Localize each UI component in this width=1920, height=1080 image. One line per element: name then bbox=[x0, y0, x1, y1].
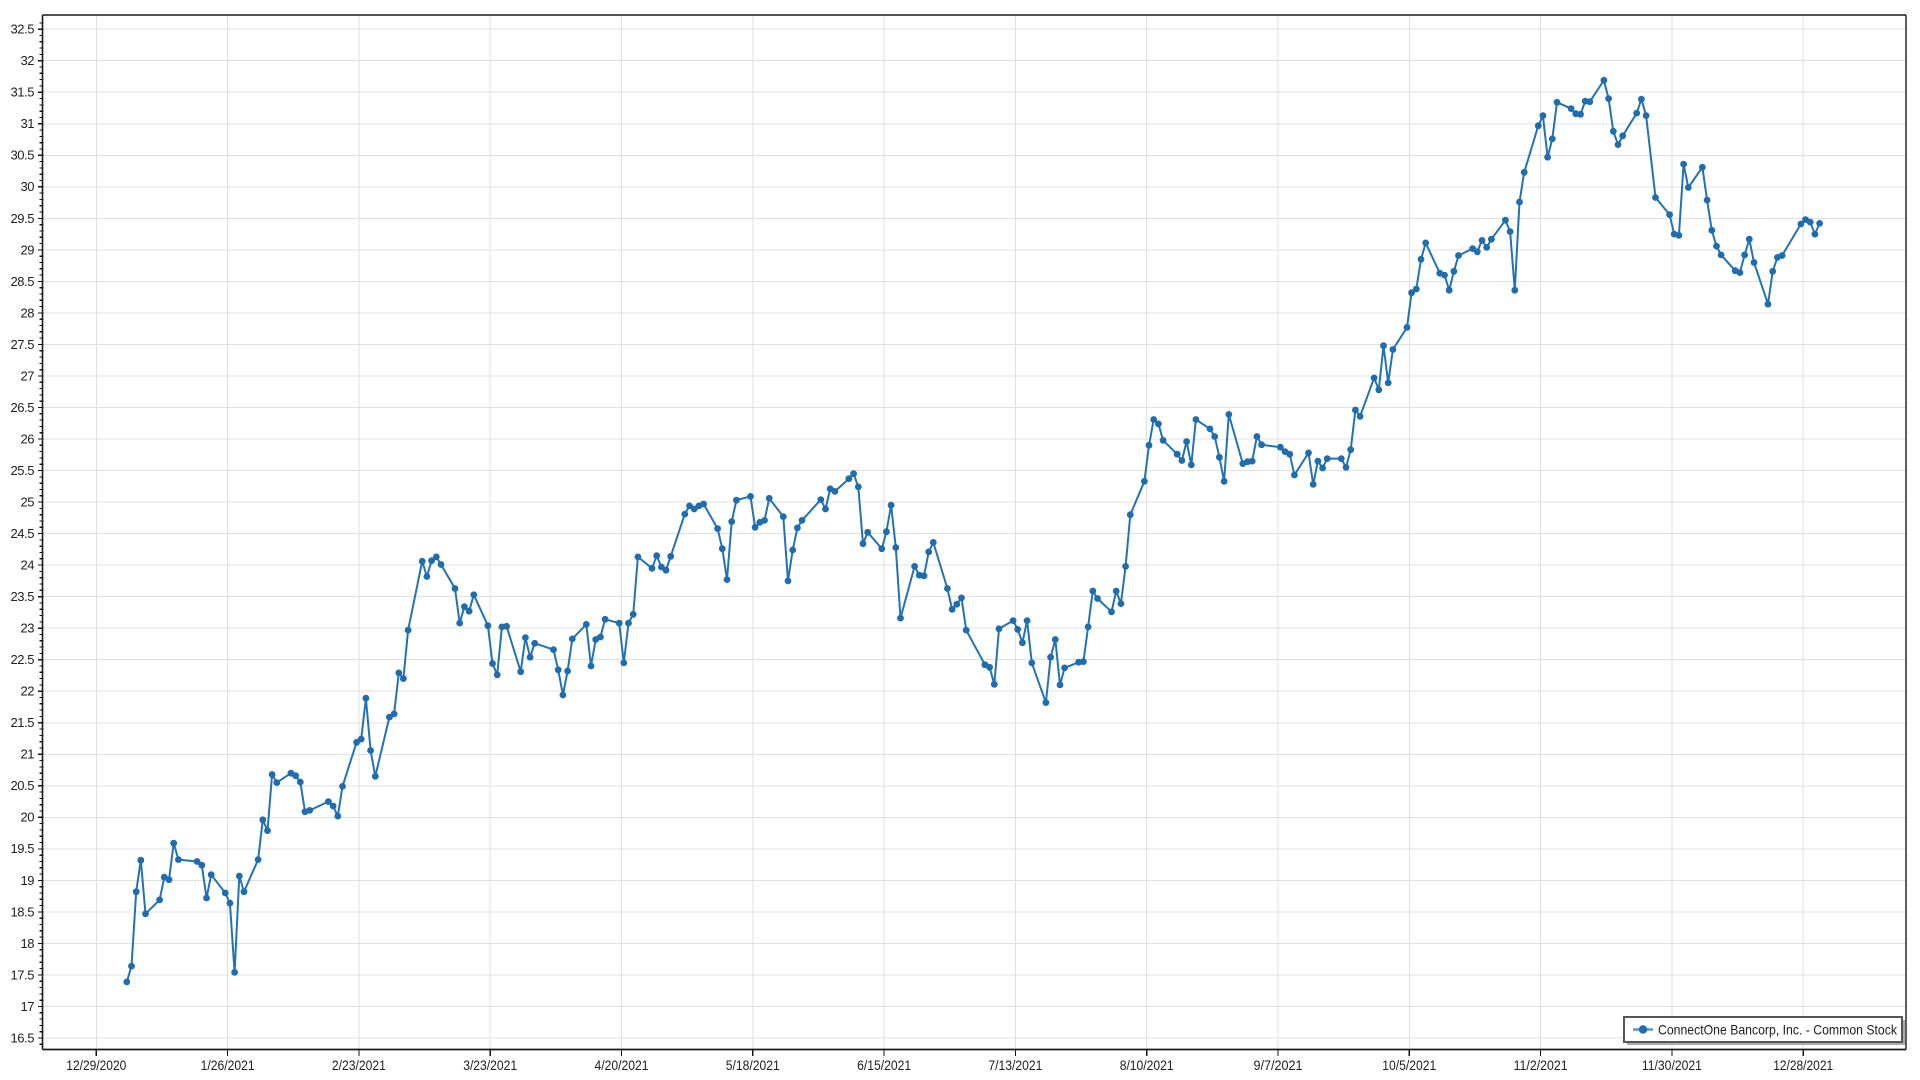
svg-text:5/18/2021: 5/18/2021 bbox=[726, 1057, 780, 1073]
svg-text:32.5: 32.5 bbox=[10, 22, 34, 37]
svg-text:24: 24 bbox=[20, 558, 34, 573]
svg-text:20.5: 20.5 bbox=[10, 778, 34, 793]
svg-text:12/29/2020: 12/29/2020 bbox=[66, 1057, 126, 1073]
svg-text:31: 31 bbox=[20, 116, 34, 131]
svg-text:24.5: 24.5 bbox=[10, 526, 34, 541]
svg-text:23.5: 23.5 bbox=[10, 589, 34, 604]
svg-text:ConnectOne Bancorp, Inc. - Com: ConnectOne Bancorp, Inc. - Common Stock bbox=[1658, 1022, 1898, 1038]
svg-text:11/2/2021: 11/2/2021 bbox=[1514, 1057, 1568, 1073]
svg-text:20: 20 bbox=[20, 810, 34, 825]
svg-text:27: 27 bbox=[20, 368, 34, 383]
svg-text:17: 17 bbox=[20, 999, 34, 1014]
svg-text:30: 30 bbox=[20, 179, 34, 194]
svg-text:25.5: 25.5 bbox=[10, 463, 34, 478]
svg-text:8/10/2021: 8/10/2021 bbox=[1120, 1057, 1174, 1073]
svg-text:21.5: 21.5 bbox=[10, 715, 34, 730]
svg-text:12/28/2021: 12/28/2021 bbox=[1773, 1057, 1833, 1073]
svg-text:18: 18 bbox=[20, 936, 34, 951]
svg-text:27.5: 27.5 bbox=[10, 337, 34, 352]
svg-text:29: 29 bbox=[20, 242, 34, 257]
svg-text:19.5: 19.5 bbox=[10, 841, 34, 856]
svg-text:21: 21 bbox=[20, 747, 34, 762]
svg-text:7/13/2021: 7/13/2021 bbox=[988, 1057, 1042, 1073]
svg-text:4/20/2021: 4/20/2021 bbox=[595, 1057, 649, 1073]
svg-text:11/30/2021: 11/30/2021 bbox=[1642, 1057, 1702, 1073]
svg-text:23: 23 bbox=[20, 621, 34, 636]
svg-text:30.5: 30.5 bbox=[10, 148, 34, 163]
svg-text:26.5: 26.5 bbox=[10, 400, 34, 415]
svg-text:32: 32 bbox=[20, 53, 34, 68]
svg-text:1/26/2021: 1/26/2021 bbox=[201, 1057, 255, 1073]
svg-text:28: 28 bbox=[20, 305, 34, 320]
svg-text:28.5: 28.5 bbox=[10, 274, 34, 289]
svg-text:25: 25 bbox=[20, 495, 34, 510]
svg-text:18.5: 18.5 bbox=[10, 904, 34, 919]
svg-text:26: 26 bbox=[20, 431, 34, 446]
svg-text:19: 19 bbox=[20, 873, 34, 888]
svg-text:3/23/2021: 3/23/2021 bbox=[463, 1057, 517, 1073]
svg-text:29.5: 29.5 bbox=[10, 211, 34, 226]
svg-text:17.5: 17.5 bbox=[10, 967, 34, 982]
svg-text:2/23/2021: 2/23/2021 bbox=[332, 1057, 386, 1073]
svg-text:31.5: 31.5 bbox=[10, 85, 34, 100]
svg-text:6/15/2021: 6/15/2021 bbox=[857, 1057, 911, 1073]
svg-text:16.5: 16.5 bbox=[10, 1030, 34, 1045]
svg-text:9/7/2021: 9/7/2021 bbox=[1254, 1057, 1303, 1073]
svg-text:22: 22 bbox=[20, 684, 34, 699]
svg-text:10/5/2021: 10/5/2021 bbox=[1382, 1057, 1436, 1073]
svg-text:22.5: 22.5 bbox=[10, 652, 34, 667]
